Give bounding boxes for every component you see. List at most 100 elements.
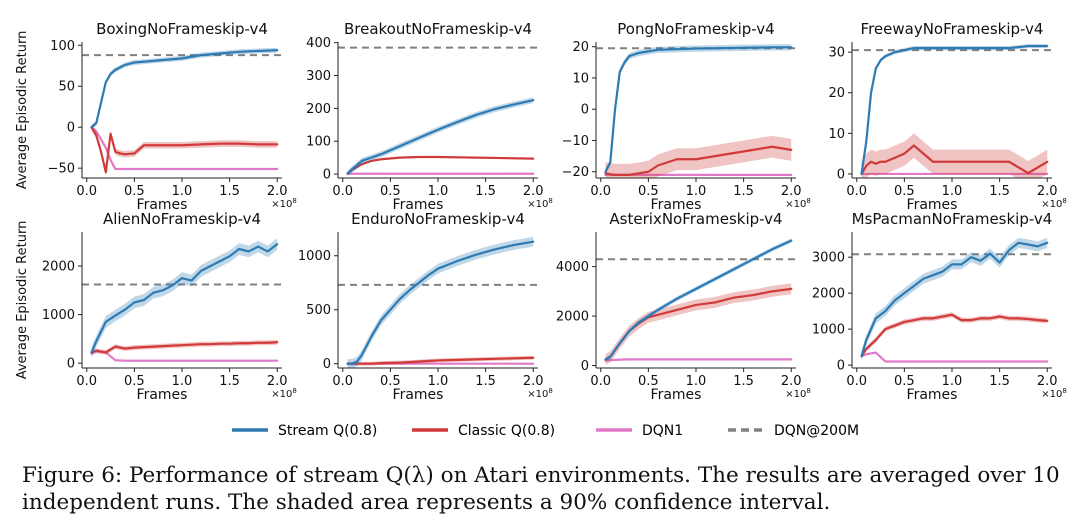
x-axis-scale: ×108: [1041, 197, 1067, 210]
x-axis-scale: ×108: [785, 387, 811, 400]
x-axis-label: Frames: [651, 387, 702, 403]
panel-title: FreewayNoFrameskip-v4: [861, 20, 1044, 38]
x-tick-label: 0.5: [380, 184, 401, 199]
x-tick-label: 1.5: [989, 184, 1010, 199]
y-tick-label: 100: [306, 135, 331, 150]
y-tick-label: 0: [581, 103, 589, 118]
ci-band-stream-q-0-8: [91, 238, 278, 359]
x-axis-label: Frames: [907, 387, 958, 403]
x-tick-label: 1.0: [686, 184, 707, 199]
ci-band-classic-q-0-8: [861, 312, 1048, 359]
x-tick-label: 0.5: [380, 374, 401, 389]
series-line-stream-q-0-8: [346, 99, 535, 175]
plot-area: [82, 238, 282, 362]
x-tick-label: 1.0: [942, 374, 963, 389]
ci-band-stream-q-0-8: [605, 238, 792, 362]
panel-asterixnoframeskip-v4: AsterixNoFrameskip-v4 0.0 0.5 1.0 1.5 2.0 0 200…: [556, 210, 811, 403]
y-tick-label: 1000: [812, 323, 845, 338]
x-axis-scale: ×108: [271, 197, 297, 210]
panel-mspacmannoframeskip-v4: MsPacmanNoFrameskip-v4 0.0 0.5 1.0 1.5 2.0 0 10…: [812, 210, 1067, 403]
series-line-stream-q-0-8: [90, 49, 279, 129]
y-tick-label: 500: [306, 303, 331, 318]
x-tick-label: 2.0: [523, 374, 544, 389]
x-tick-label: 0.5: [124, 184, 145, 199]
legend-label: Stream Q(0.8): [278, 423, 377, 439]
y-tick-label: 2000: [812, 287, 845, 302]
x-tick-label: 0.5: [638, 374, 659, 389]
y-tick-label: 1000: [42, 308, 75, 323]
series-line-stream-q-0-8: [860, 44, 1049, 176]
series-line-dqn1: [90, 349, 279, 362]
y-tick-label: 0: [67, 121, 75, 136]
x-tick-label: 2.0: [267, 184, 288, 199]
x-tick-label: 2.0: [523, 184, 544, 199]
plot-area: [596, 238, 796, 365]
x-tick-label: 0.0: [332, 184, 353, 199]
series-line-classic-q-0-8: [860, 144, 1049, 176]
ci-band-stream-q-0-8: [861, 237, 1048, 362]
x-axis-scale: ×108: [271, 387, 297, 400]
y-tick-label: 3000: [812, 251, 845, 266]
x-tick-label: 1.0: [428, 374, 449, 389]
ci-band-classic-q-0-8: [861, 133, 1048, 178]
series-line-stream-q-0-8: [860, 241, 1049, 358]
x-axis-scale: ×108: [527, 197, 553, 210]
y-tick-label: 400: [306, 36, 331, 51]
series-line-classic-q-0-8: [346, 155, 535, 175]
plot-area: [338, 236, 538, 368]
y-tick-label: 0: [323, 168, 331, 183]
x-axis-scale: ×108: [1041, 387, 1067, 400]
x-tick-label: 0.5: [638, 184, 659, 199]
x-tick-label: 0.0: [590, 374, 611, 389]
panel-title: BreakoutNoFrameskip-v4: [344, 20, 532, 38]
ci-band-stream-q-0-8: [347, 236, 534, 368]
y-axis-label: Average Episodic Return: [15, 221, 30, 380]
legend-item-classic-q-0-8: Classic Q(0.8): [412, 423, 555, 439]
y-tick-label: 10: [828, 127, 845, 142]
plot-area: [338, 46, 538, 177]
ci-band-stream-q-0-8: [91, 47, 278, 130]
series-line-classic-q-0-8: [346, 356, 535, 365]
x-tick-label: 2.0: [781, 374, 802, 389]
x-tick-label: 0.5: [894, 184, 915, 199]
series-line-dqn1: [604, 358, 793, 362]
x-tick-label: 1.0: [172, 184, 193, 199]
y-tick-label: 4000: [556, 260, 589, 275]
series-line-classic-q-0-8: [90, 126, 279, 174]
x-axis-label: Frames: [393, 197, 444, 213]
panel-title: EnduroNoFrameskip-v4: [351, 210, 525, 228]
series-line-dqn1: [90, 126, 279, 171]
y-tick-label: 0: [837, 167, 845, 182]
y-tick-label: 300: [306, 69, 331, 84]
series-line-stream-q-0-8: [604, 239, 793, 361]
x-tick-label: 2.0: [1037, 374, 1058, 389]
x-tick-label: 1.5: [219, 374, 240, 389]
x-tick-label: 1.5: [475, 374, 496, 389]
y-axis-label: Average Episodic Return: [15, 31, 30, 190]
x-tick-label: 0.5: [124, 374, 145, 389]
panel-breakoutnoframeskip-v4: BreakoutNoFrameskip-v4 0.0 0.5 1.0 1.5 2.0 0 10…: [306, 20, 553, 213]
series-line-classic-q-0-8: [860, 313, 1049, 358]
x-tick-label: 1.0: [172, 374, 193, 389]
x-tick-label: 1.0: [686, 374, 707, 389]
y-tick-label: −10: [562, 134, 589, 149]
plot-area: [852, 237, 1052, 363]
x-tick-label: 0.0: [590, 184, 611, 199]
series-line-classic-q-0-8: [90, 341, 279, 354]
legend-item-stream-q-0-8: Stream Q(0.8): [232, 423, 377, 439]
panel-boxingnoframeskip-v4: BoxingNoFrameskip-v4 0.0 0.5 1.0 1.5 2.0 −50 0 5…: [15, 20, 297, 213]
plot-area: [852, 44, 1052, 178]
y-tick-label: 0: [837, 359, 845, 374]
series-line-classic-q-0-8: [604, 145, 793, 176]
x-tick-label: 0.0: [76, 184, 97, 199]
legend-item-dqn1: DQN1: [596, 423, 683, 439]
plot-area: [596, 44, 796, 178]
x-tick-label: 0.5: [894, 374, 915, 389]
y-tick-label: 0: [323, 357, 331, 372]
panel-aliennoframeskip-v4: AlienNoFrameskip-v4 0.0 0.5 1.0 1.5 2.0 0 1000 2…: [15, 210, 297, 403]
series-line-dqn1: [860, 351, 1049, 363]
series-line-stream-q-0-8: [604, 46, 793, 173]
panel-title: BoxingNoFrameskip-v4: [96, 20, 268, 38]
ci-band-classic-q-0-8: [605, 283, 792, 365]
y-tick-label: 2000: [42, 260, 75, 275]
